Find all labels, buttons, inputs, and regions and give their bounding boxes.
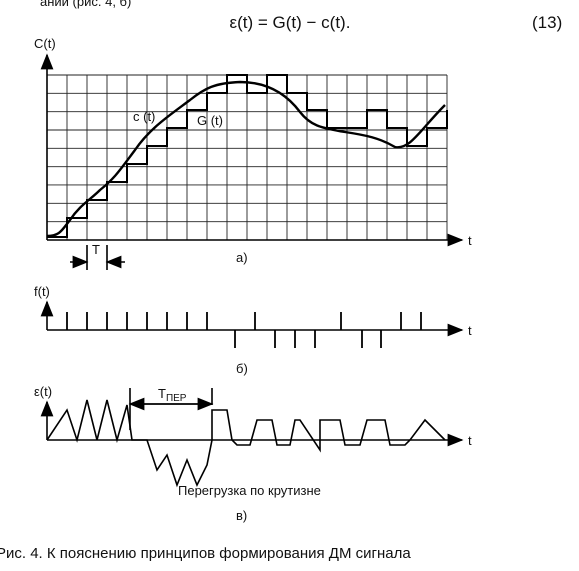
curve-label: c (t) xyxy=(133,109,155,124)
annotation: Перегрузка по крутизне xyxy=(178,483,321,498)
tper-label: TПЕР xyxy=(158,386,187,404)
x-label: t xyxy=(468,323,472,338)
caption-b: б) xyxy=(236,361,248,376)
period-label: T xyxy=(92,242,100,257)
caption-c: в) xyxy=(236,508,247,523)
y-label: ε(t) xyxy=(34,384,52,399)
equation: ε(t) = G(t) − c(t). xyxy=(230,13,351,32)
header-fragment: ании (рис. 4, б) xyxy=(40,0,131,9)
figure-caption: Рис. 4. К пояснению принципов формирован… xyxy=(0,545,411,562)
y-label: C(t) xyxy=(34,36,56,51)
error-signal xyxy=(46,399,446,488)
caption-a: а) xyxy=(236,250,248,265)
staircase xyxy=(47,74,448,238)
equation-number: (13) xyxy=(532,13,562,32)
x-label: t xyxy=(468,233,472,248)
signal-curve xyxy=(46,80,446,238)
grid xyxy=(46,74,448,241)
y-label: f(t) xyxy=(34,284,50,299)
stair-label: G (t) xyxy=(197,113,223,128)
pulses xyxy=(66,312,422,348)
x-label: t xyxy=(468,433,472,448)
